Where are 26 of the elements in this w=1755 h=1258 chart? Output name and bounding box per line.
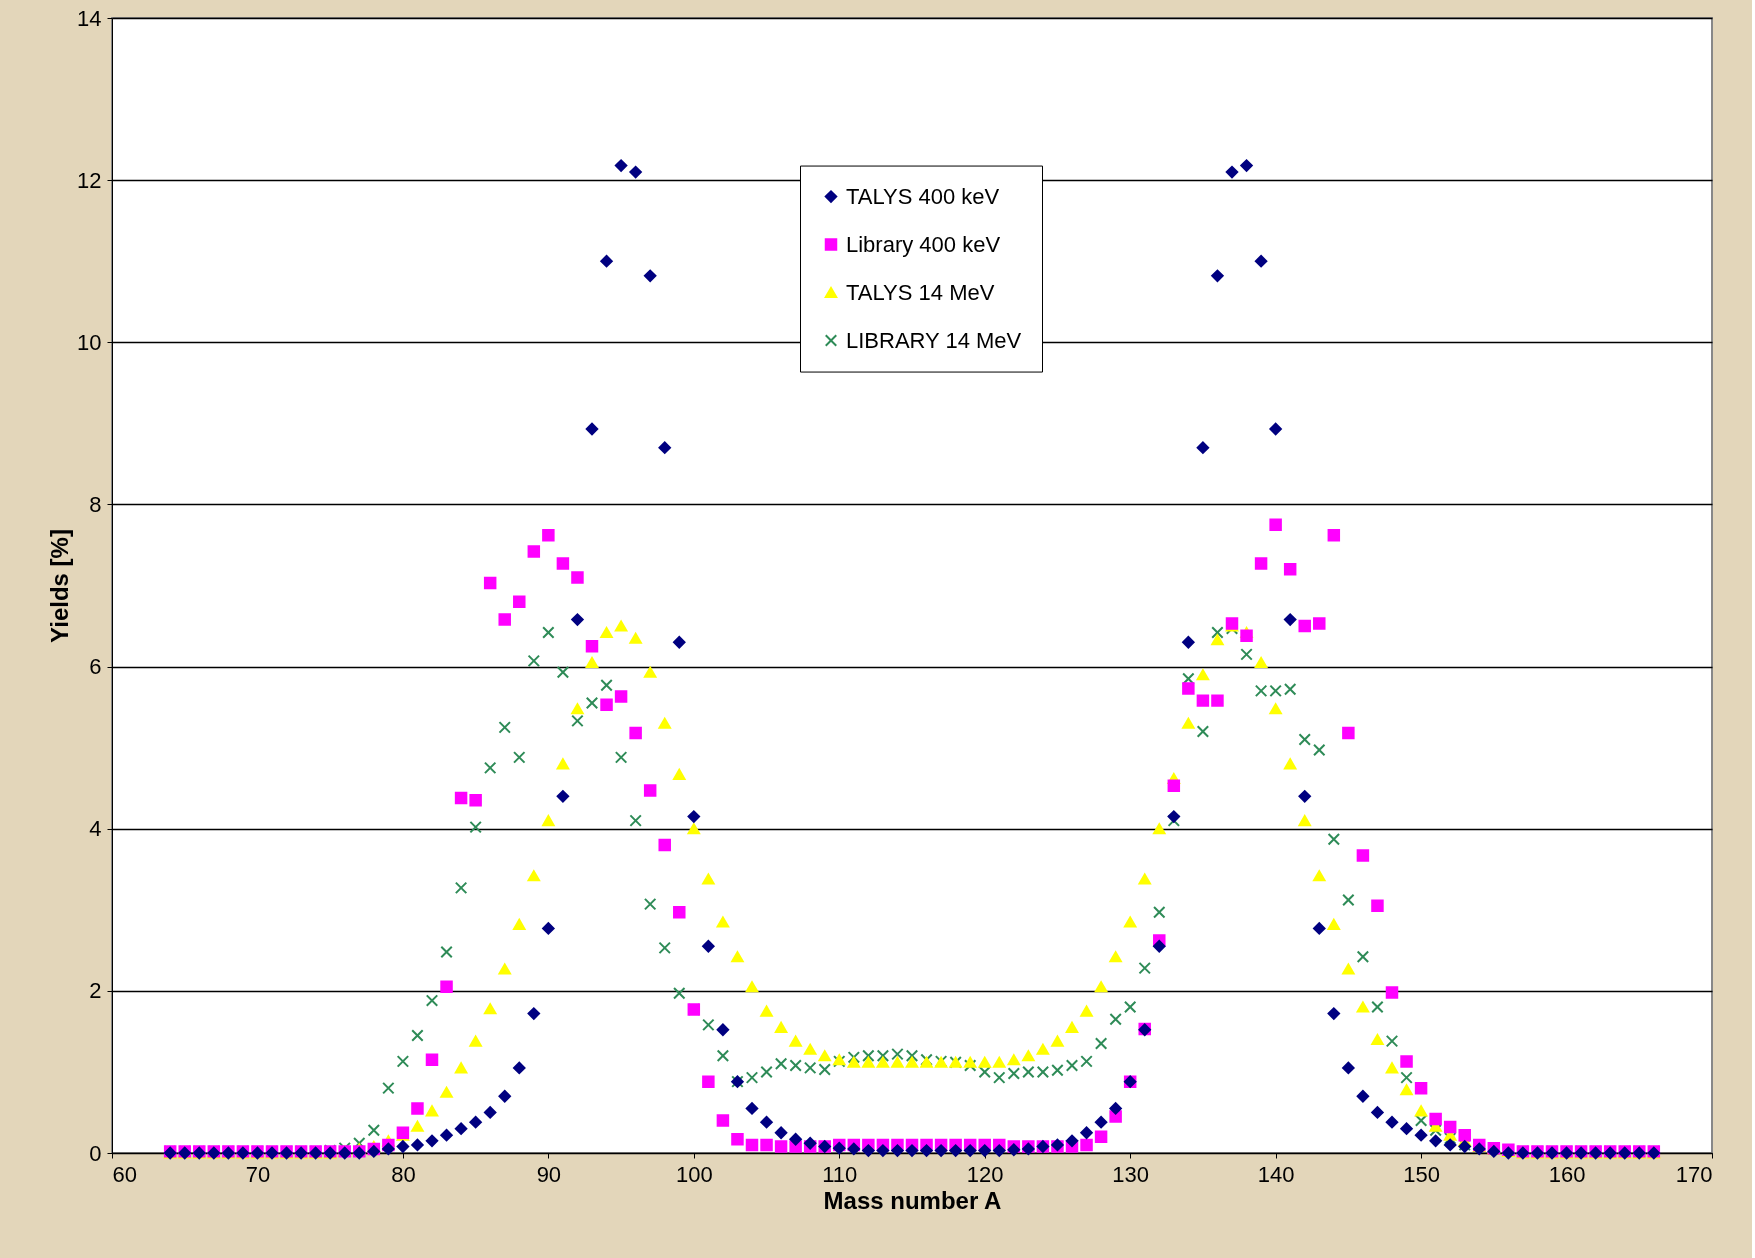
y-tick-label: 8: [89, 491, 102, 517]
x-tick-label: 100: [675, 1161, 713, 1187]
x-tick-label: 130: [1112, 1161, 1150, 1187]
y-tick-label: 12: [77, 167, 102, 193]
y-tick-label: 4: [89, 816, 102, 842]
y-tick-label: 10: [77, 329, 102, 355]
x-tick-label: 80: [391, 1161, 416, 1187]
y-tick-label: 0: [89, 1140, 102, 1166]
legend-label: Library 400 keV: [846, 231, 1001, 257]
x-tick-label: 150: [1403, 1161, 1440, 1187]
y-tick-label: 6: [89, 654, 102, 680]
x-tick-label: 110: [822, 1161, 858, 1187]
x-tick-label: 120: [966, 1161, 1004, 1187]
x-tick-label: 170: [1675, 1161, 1713, 1187]
x-tick-label: 160: [1548, 1161, 1586, 1187]
legend-label: LIBRARY 14 MeV: [846, 327, 1022, 353]
y-axis-title: Yields [%]: [46, 529, 74, 643]
y-tick-label: 14: [77, 5, 102, 31]
x-tick-label: 70: [245, 1161, 271, 1187]
x-tick-label: 140: [1257, 1161, 1295, 1187]
x-axis-title: Mass number A: [823, 1186, 1002, 1214]
y-tick-label: 2: [89, 978, 102, 1004]
x-tick-label: 60: [112, 1161, 137, 1187]
legend-label: TALYS 14 MeV: [846, 279, 995, 305]
x-tick-label: 90: [536, 1161, 562, 1187]
legend-label: TALYS 400 keV: [846, 183, 1000, 209]
